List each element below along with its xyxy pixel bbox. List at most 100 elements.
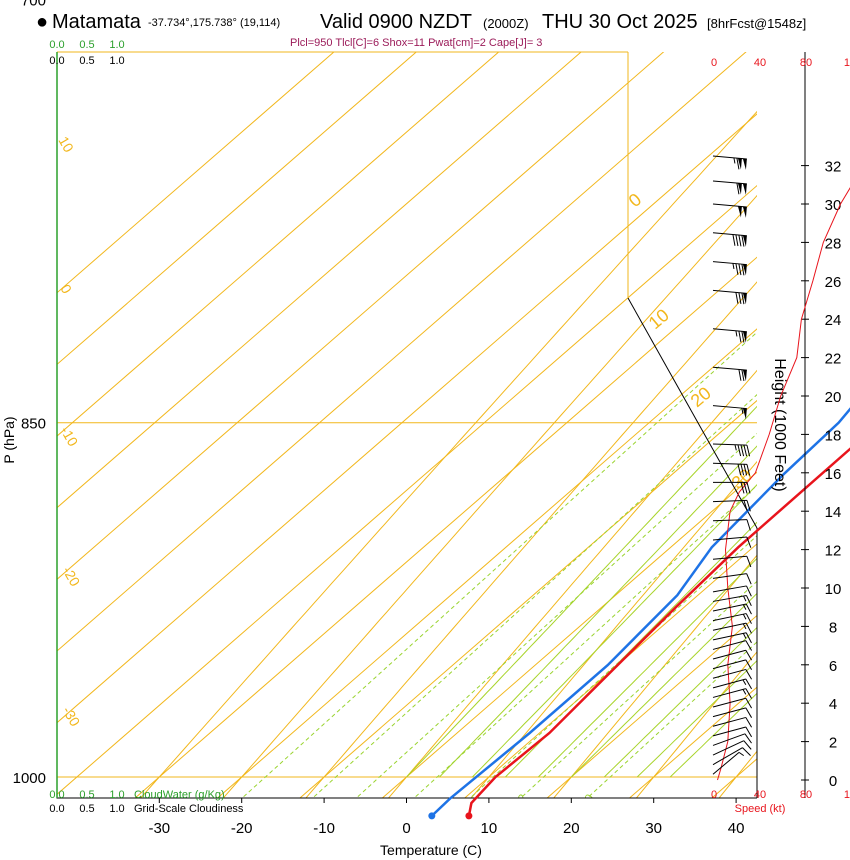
wind-barb-staff xyxy=(712,519,747,522)
wind-barb xyxy=(712,747,751,766)
wind-barb xyxy=(712,733,752,746)
wind-barb-full xyxy=(738,292,742,304)
wind-barb-staff xyxy=(712,261,747,266)
height-tick-label: 14 xyxy=(825,504,842,521)
wind-barb xyxy=(712,595,752,607)
pressure-tick-label: 1000 xyxy=(13,770,46,787)
wind-barb-staff xyxy=(712,649,746,660)
plot-frame xyxy=(56,52,757,799)
wind-barb xyxy=(712,622,752,634)
wind-barb-full xyxy=(743,482,748,494)
wind-barb-full xyxy=(745,707,753,718)
mixing-ratio-label: 20 xyxy=(578,791,597,810)
sounding-params: Plcl=950 Tlcl[C]=6 Shox=11 Pwat[cm]=2 Ca… xyxy=(290,37,543,49)
wind-barb-staff xyxy=(712,697,746,708)
wind-barb-staff xyxy=(712,707,746,718)
wind-barb-staff xyxy=(712,573,747,579)
wind-barb-full xyxy=(738,369,742,381)
wind-barb-full xyxy=(740,464,745,476)
wind-barb-staff xyxy=(712,443,747,446)
moist-adiabat-0 xyxy=(406,405,757,778)
height-tick-label: 12 xyxy=(825,543,842,560)
wind-barb-flag xyxy=(737,206,742,218)
height-tick-label: 0 xyxy=(829,773,837,790)
wind-barb-half xyxy=(742,633,747,639)
wind-barb-full xyxy=(741,331,745,343)
dry-adiabat-60 xyxy=(842,0,850,852)
cloudiness-bottom-label: 0.0 xyxy=(49,803,64,815)
cloudwater-bottom-label: 0.0 xyxy=(49,789,64,801)
wind-barb-full xyxy=(735,263,739,275)
mixing-ratio-20 xyxy=(586,641,757,798)
wind-barb-full xyxy=(738,330,742,343)
wind-barb xyxy=(712,519,751,531)
dry-adiabat-label: 10 xyxy=(55,134,77,156)
wind-barb-half xyxy=(733,157,736,164)
wind-barb-half xyxy=(735,330,738,337)
wind-barb-full xyxy=(745,688,753,699)
wind-barb-full xyxy=(745,669,753,680)
height-tick-label: 16 xyxy=(825,466,842,483)
moist-adiabat-label: 10 xyxy=(645,305,673,333)
wind-barb-full xyxy=(746,536,752,548)
wind-barb xyxy=(712,499,751,512)
wind-barb-full xyxy=(745,678,753,690)
cloudwater-bottom-label: 0.5 xyxy=(79,789,94,801)
wind-barb xyxy=(712,180,747,195)
mixing-ratio-label: 3 xyxy=(347,797,362,811)
wind-barb-flag xyxy=(742,264,747,276)
station-bullet: ● xyxy=(36,11,49,33)
wind-barb xyxy=(712,405,747,420)
height-tick-label: 28 xyxy=(825,235,842,252)
dry-adiabat-label: -30 xyxy=(59,704,83,730)
wind-barb-half xyxy=(732,263,735,270)
wind-barb-staff xyxy=(712,716,746,727)
wind-barb xyxy=(712,155,747,170)
wind-barb-full xyxy=(741,369,745,382)
wind-barb-flag xyxy=(742,331,747,343)
wind-barb-half xyxy=(742,604,747,610)
wind-barb-full xyxy=(746,482,751,494)
mixing-ratio-8 xyxy=(469,535,757,798)
wind-barb-full xyxy=(745,697,753,709)
dry-adiabat-label: -20 xyxy=(59,564,83,590)
plot-diagonal-edge xyxy=(627,297,758,529)
speed-bottom-label: 40 xyxy=(754,789,766,801)
wind-barb-staff xyxy=(712,678,746,689)
wind-barb-full xyxy=(735,292,739,304)
wind-barb-staff xyxy=(712,585,747,593)
cloudiness-bottom-label: 0.5 xyxy=(79,803,94,815)
cloudwater-title: CloudWater (g/Kg) xyxy=(134,789,225,801)
mixing-ratio-12 xyxy=(520,580,757,798)
wind-barb-full xyxy=(746,500,751,512)
x-tick-label: -10 xyxy=(313,820,335,837)
height-tick-label: 18 xyxy=(825,427,842,444)
x-tick-label: 20 xyxy=(563,820,580,837)
wind-barb-full xyxy=(737,444,742,457)
station-name: Matamata xyxy=(52,11,141,33)
wind-barb xyxy=(712,740,752,756)
dry-adiabat-20 xyxy=(553,554,757,798)
wind-barb-full xyxy=(732,234,736,246)
dry-adiabat-0 xyxy=(387,369,757,798)
wind-barb-full xyxy=(741,292,745,305)
wind-barb-full xyxy=(746,585,752,597)
wind-barb-half xyxy=(742,689,747,695)
wind-barb-full xyxy=(745,603,752,615)
wind-barb-staff xyxy=(712,640,746,650)
wind-barb-staff xyxy=(712,366,747,371)
wind-barb-full xyxy=(743,740,752,750)
speed-bottom-label: 0 xyxy=(711,789,717,801)
cloudwater-bottom-label: 1.0 xyxy=(109,789,124,801)
pressure-tick-label: 850 xyxy=(21,416,46,433)
x-axis-title: Temperature (C) xyxy=(380,842,482,858)
wind-barb-staff xyxy=(712,747,743,766)
cloudiness-title: Grid-Scale Cloudiness xyxy=(134,803,244,815)
height-axis-title: Height (1000 Feet) xyxy=(771,358,788,491)
utc-time: (2000Z) xyxy=(483,16,529,31)
wind-barb-staff xyxy=(712,752,740,775)
